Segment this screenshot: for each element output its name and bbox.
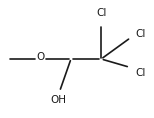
Text: Cl: Cl <box>135 29 146 39</box>
Text: O: O <box>37 52 45 62</box>
Text: Cl: Cl <box>96 8 106 18</box>
Text: Cl: Cl <box>135 68 146 78</box>
Text: OH: OH <box>51 95 67 105</box>
